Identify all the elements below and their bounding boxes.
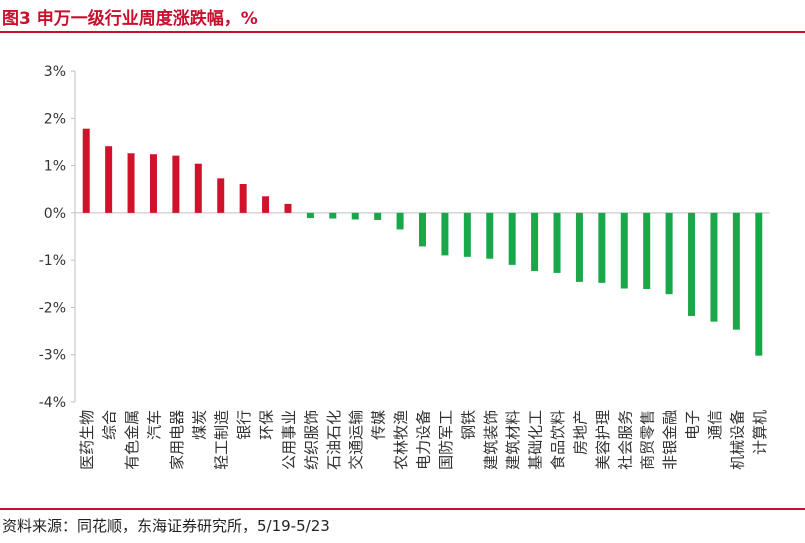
bar (553, 212, 561, 273)
x-tick-label: 石油石化 (325, 410, 343, 470)
x-tick-label: 建筑材料 (504, 410, 522, 470)
x-tick-label: 纺织服饰 (302, 410, 320, 470)
bar (217, 178, 225, 213)
x-tick-label: 农林牧渔 (392, 410, 410, 470)
bar (441, 212, 449, 256)
x-tick-label: 通信 (706, 410, 724, 440)
source-note: 资料来源：同花顺，东海证券研究所，5/19-5/23 (2, 517, 330, 535)
bar (329, 212, 337, 219)
x-tick-label: 环保 (258, 410, 276, 440)
bar (172, 155, 180, 213)
x-tick-label: 电子 (684, 410, 702, 440)
bar (463, 212, 471, 257)
x-tick-label: 国防军工 (437, 410, 455, 470)
y-tick-label: -4% (39, 395, 66, 411)
x-tick-label: 房地产 (571, 410, 589, 455)
bar (486, 212, 494, 259)
y-tick-label: -3% (39, 348, 66, 364)
x-tick-label: 传媒 (370, 410, 388, 440)
bar (598, 212, 606, 283)
x-tick-label: 交通运输 (347, 410, 365, 470)
bar (419, 212, 426, 247)
top-divider (0, 31, 805, 33)
x-tick-label: 煤炭 (190, 410, 208, 440)
y-tick-label: -1% (39, 253, 66, 269)
x-tick-label: 汽车 (145, 410, 163, 440)
y-tick-label: 1% (44, 159, 66, 175)
x-tick-label: 钢铁 (459, 410, 477, 440)
bar (284, 203, 292, 213)
x-tick-label: 食品饮料 (549, 410, 567, 470)
bar (149, 154, 157, 213)
x-tick-label: 建筑装饰 (482, 410, 500, 470)
x-tick-label: 家用电器 (168, 410, 186, 470)
x-tick-label: 轻工制造 (213, 410, 231, 470)
x-tick-label: 非银金融 (661, 410, 679, 470)
figure-title: 图3 申万一级行业周度涨跌幅，% (2, 9, 258, 29)
bar (262, 196, 270, 213)
y-tick-label: 0% (44, 206, 66, 222)
x-tick-label: 有色金属 (123, 410, 141, 470)
y-tick-label: -2% (39, 300, 66, 316)
bar (239, 184, 247, 213)
bar (665, 212, 673, 295)
bar (732, 212, 740, 330)
x-tick-label: 计算机 (751, 410, 769, 455)
x-tick-label: 社会服务 (616, 410, 634, 470)
x-tick-label: 电力设备 (415, 410, 433, 470)
y-tick-label: 3% (44, 64, 66, 80)
x-tick-label: 银行 (235, 410, 253, 440)
bar (306, 212, 314, 219)
bar (127, 153, 135, 213)
x-tick-label: 综合 (101, 410, 119, 440)
bar (710, 212, 718, 322)
bar (755, 212, 763, 356)
bar (531, 212, 539, 272)
bar (575, 212, 583, 282)
bar (396, 212, 404, 230)
x-tick-label: 医药生物 (78, 410, 96, 470)
bar (688, 212, 696, 316)
bar (508, 212, 516, 265)
bar (105, 146, 113, 213)
bar (643, 212, 651, 289)
x-tick-label: 美容护理 (594, 410, 612, 470)
bar (82, 128, 90, 213)
bar (620, 212, 628, 289)
x-tick-label: 公用事业 (280, 410, 298, 470)
y-tick-label: 2% (44, 111, 66, 127)
bar (374, 212, 382, 220)
x-tick-label: 机械设备 (728, 410, 746, 470)
bottom-divider (0, 508, 805, 510)
x-tick-label: 商贸零售 (639, 410, 657, 470)
bar (351, 212, 359, 220)
x-tick-label: 基础化工 (527, 410, 545, 470)
bar (194, 163, 202, 213)
bar-chart: 3% 2% 1% 0% -1% -2% -3% -4% 医药生物 综合 有色金属 汽车 家用电器 煤炭 轻工… (39, 64, 770, 470)
